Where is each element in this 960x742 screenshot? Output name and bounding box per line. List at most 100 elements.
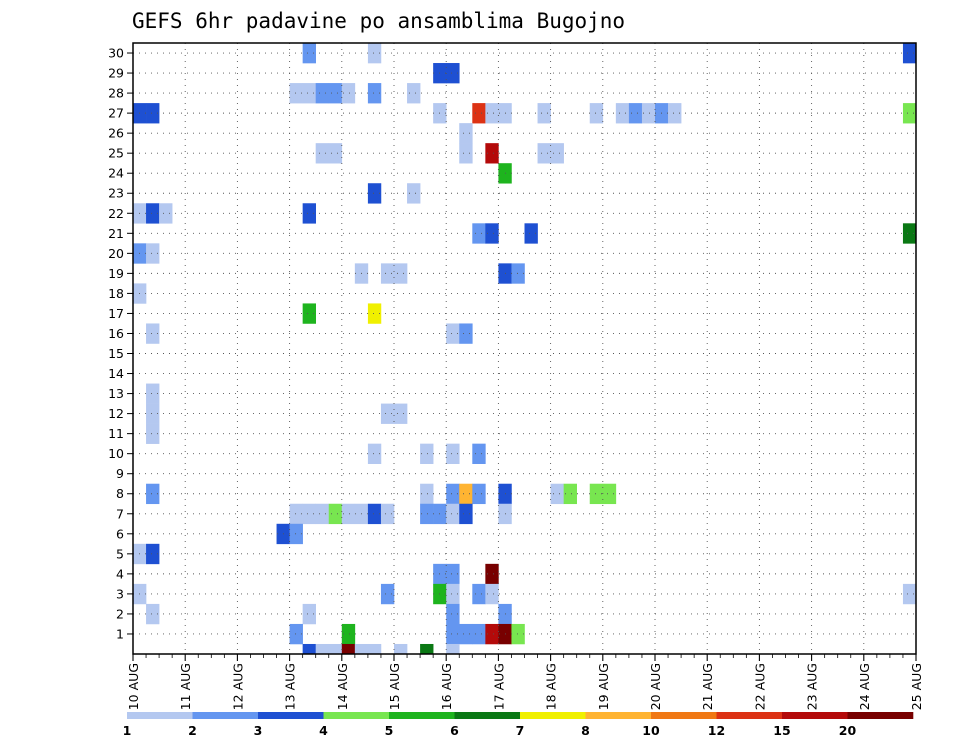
y-tick-label: 24 [108,166,124,181]
heatmap-cell [302,43,316,64]
heatmap-cell [315,143,330,164]
x-tick-label: 25 AUG [909,663,924,710]
y-tick-label: 25 [108,146,124,161]
heatmap-cell [472,443,486,464]
heatmap-cell [420,443,434,464]
x-tick-label: 18 AUG [544,663,559,710]
legend-swatch [323,712,390,719]
heatmap-cell [394,263,408,284]
heatmap-cell [485,223,499,244]
y-tick-label: 11 [108,426,124,441]
x-tick-label: 12 AUG [230,663,245,710]
heatmap-cell [146,323,160,344]
heatmap-cell [289,83,303,104]
heatmap-cell [446,63,460,84]
x-tick-label: 24 AUG [857,663,872,710]
heatmap-cell [367,443,382,464]
heatmap-cell [641,103,656,124]
y-tick-label: 26 [108,126,124,141]
legend-swatch [520,712,586,719]
heatmap-cell [550,483,564,505]
heatmap-cell [302,203,316,224]
legend-swatch [192,712,259,719]
heatmap-cell [354,643,369,655]
heatmap-cell [380,403,395,424]
heatmap-cell [446,603,460,625]
y-tick-label: 18 [108,286,124,301]
heatmap-cell [459,623,473,645]
y-tick-label: 13 [108,386,124,401]
heatmap-cell [459,503,473,525]
heatmap-cell [394,403,408,424]
y-tick-label: 29 [108,66,124,81]
heatmap-cell [902,223,917,244]
x-tick-label: 16 AUG [439,663,454,710]
heatmap-cell [159,203,173,224]
heatmap-cell [315,643,330,655]
y-tick-label: 23 [108,186,124,201]
x-tick-label: 15 AUG [387,663,402,710]
y-tick-label: 8 [116,486,124,501]
heatmap-cell [615,103,630,124]
heatmap-cell [367,83,382,104]
heatmap-cell [485,623,499,645]
heatmap-cell [289,503,303,525]
heatmap-cell [302,603,316,625]
heatmap-cell [328,143,343,164]
heatmap-cell [902,43,917,64]
heatmap-cell [537,143,551,164]
heatmap-cell [511,623,525,645]
y-tick-label: 27 [108,106,124,121]
heatmap-cell [472,103,486,124]
heatmap-cell [446,323,460,344]
heatmap-cell [902,583,917,605]
legend-swatch [585,712,652,719]
heatmap-cell [511,263,525,284]
x-tick-label: 19 AUG [596,663,611,710]
heatmap-cell [367,183,382,204]
legend-swatch [258,712,324,719]
legend-label: 5 [385,723,394,738]
heatmap-cell [367,643,382,655]
heatmap-cell [394,643,408,655]
heatmap-cell [550,143,564,164]
x-tick-label: 20 AUG [648,663,663,710]
legend-swatch [389,712,455,719]
heatmap-cell [302,643,316,655]
y-tick-label: 5 [116,546,124,561]
heatmap-cell [446,563,460,585]
legend: 1 2 3 4 5 6 7 8 10 12 15 20 [123,712,914,738]
y-tick-label: 20 [108,246,124,261]
legend-label: 6 [450,723,459,738]
heatmap-cell [146,243,160,264]
heatmap-cell [446,623,460,645]
legend-label: 10 [642,723,660,738]
y-tick-label: 1 [116,626,124,641]
legend-swatch [127,712,193,719]
heatmap-cell [146,543,160,565]
heatmap-cell [146,603,160,625]
legend-swatch [847,712,914,719]
heatmap-cell [407,83,421,104]
heatmap-cell [485,563,499,585]
heatmap-cell [485,583,499,605]
heatmap-cell [146,403,160,424]
x-tick-label: 11 AUG [178,663,193,710]
heatmap-cell [446,503,460,525]
y-tick-label: 21 [108,226,124,241]
heatmap-cell [289,523,303,545]
x-tick-label: 23 AUG [805,663,820,710]
heatmap-cell [472,583,486,605]
legend-label: 2 [188,723,197,738]
x-tick-label: 17 AUG [491,663,506,710]
heatmap-cell [602,483,617,505]
heatmap-cell [367,303,382,324]
heatmap-cell [289,623,303,645]
legend-label: 1 [123,723,132,738]
heatmap-cell [459,483,473,505]
grid-layer [133,43,916,654]
heatmap-cell [485,103,499,124]
x-tick-label: 14 AUG [335,663,350,710]
